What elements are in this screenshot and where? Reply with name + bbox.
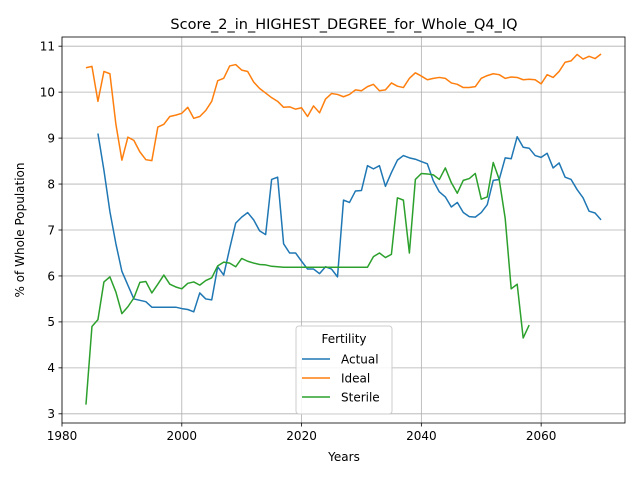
y-tick-label: 3 (47, 407, 55, 421)
y-tick-label: 8 (47, 177, 55, 191)
legend-box (295, 325, 393, 415)
y-tick-label: 5 (47, 315, 55, 329)
x-tick-label: 2020 (286, 429, 317, 443)
x-tick-label: 2060 (526, 429, 557, 443)
x-tick-label: 2040 (406, 429, 437, 443)
series-lines (85, 53, 602, 405)
x-axis-label: Years (327, 450, 360, 464)
y-axis: 3 4 5 6 7 8 9 10 11 (40, 39, 62, 421)
legend-label-ideal: Ideal (341, 371, 370, 385)
y-axis-label: % of Whole Population (13, 163, 27, 298)
y-tick-label: 9 (47, 131, 55, 145)
x-axis: 1980 2000 2020 2040 2060 (47, 423, 557, 443)
y-tick-label: 10 (40, 85, 55, 99)
legend-label-actual: Actual (341, 352, 379, 366)
series-line-actual (97, 133, 602, 313)
series-line-sterile (85, 161, 530, 405)
legend: Fertility Actual Ideal Sterile (295, 325, 393, 415)
legend-title: Fertility (321, 332, 366, 346)
x-tick-label: 1980 (47, 429, 78, 443)
chart-title: Score_2_in_HIGHEST_DEGREE_for_Whole_Q4_I… (170, 17, 517, 33)
y-tick-label: 6 (47, 269, 55, 283)
y-tick-label: 11 (40, 39, 55, 53)
series-line-ideal (85, 53, 602, 162)
y-tick-label: 4 (47, 361, 55, 375)
x-tick-label: 2000 (167, 429, 198, 443)
legend-label-sterile: Sterile (341, 390, 380, 404)
y-tick-label: 7 (47, 223, 55, 237)
